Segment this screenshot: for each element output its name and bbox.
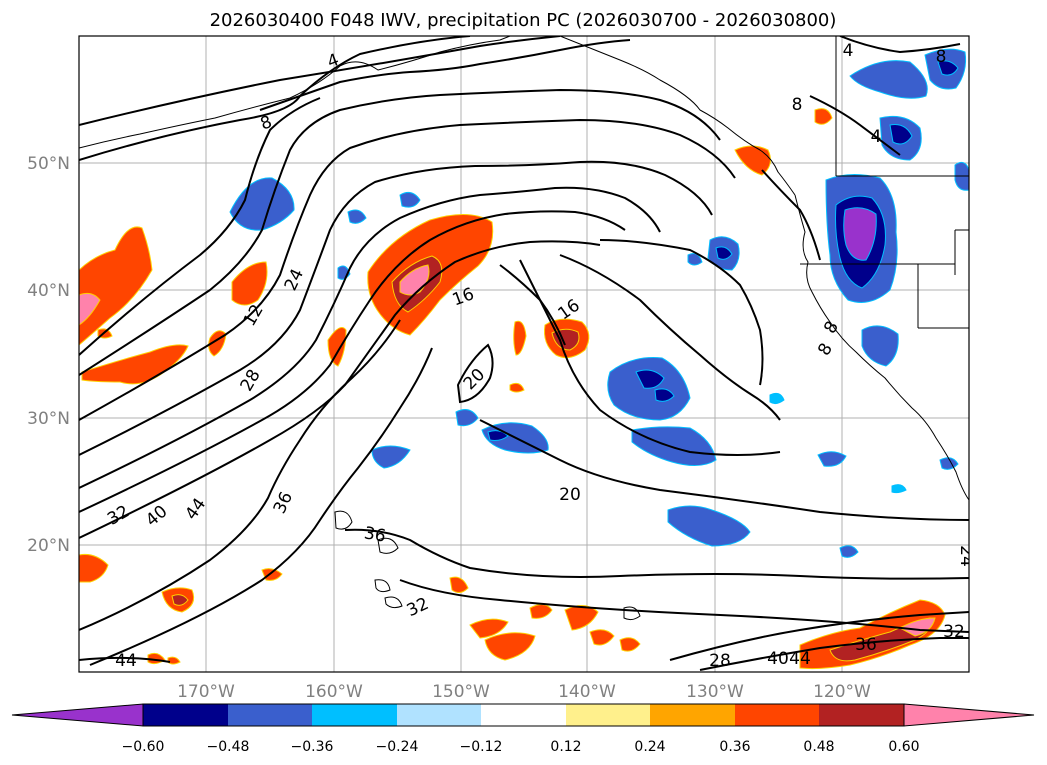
colorbar-tick-label: −0.12 [460,739,503,755]
precip-area-west-coast-band [79,226,153,346]
colorbar-tick-label: −0.48 [207,739,250,755]
iwv-contours [79,36,969,671]
contour-label: 44 [115,651,137,671]
lat-label: 50°N [27,154,70,174]
lat-label: 30°N [27,409,70,429]
colorbar-outline [142,703,905,727]
colorbar-segment [228,704,312,726]
contour-label: 8 [792,95,803,115]
colorbar-segment [819,704,904,726]
contour-label: 4 [843,41,854,61]
contour-label: 32 [943,622,965,642]
coastlines [79,36,969,621]
colorbar-tick-label: 0.12 [550,739,581,755]
colorbar-tick-label: 0.48 [803,739,834,755]
longitude-labels: 170°W 160°W 150°W 140°W 130°W 120°W [177,682,871,702]
colorbar-segment [143,704,228,726]
contour-label: 28 [709,651,731,671]
colorbar-segment [397,704,481,726]
contour-label: 4 [871,127,882,147]
colorbar-tick-label: −0.36 [291,739,334,755]
colorbar-tick-label: 0.60 [888,739,919,755]
lon-label: 130°W [686,682,744,702]
colorbar [11,703,1035,727]
colorbar-segment [735,704,819,726]
contour-label: 20 [559,485,581,505]
contour-label: 44 [789,649,811,669]
colorbar-tick-label: −0.24 [376,739,419,755]
contour-label: 8 [936,47,947,67]
lon-label: 170°W [177,682,235,702]
latitude-labels: 50°N 40°N 30°N 20°N [27,154,70,556]
colorbar-segment [312,704,397,726]
precip-positive-areas [79,108,946,670]
map-plot-area: 4 4 8 8 8 4 12 24 28 32 40 44 36 16 16 2… [79,36,976,672]
lon-label: 150°W [432,682,490,702]
colorbar-segment [650,704,735,726]
chart-title: 2026030400 F048 IWV, precipitation PC (2… [210,10,837,31]
lat-label: 40°N [27,281,70,301]
colorbar-tick-label: −0.60 [122,739,165,755]
colorbar-segment [566,704,650,726]
contour-label: 36 [362,523,387,546]
contour-label: 24 [956,545,976,567]
lat-label: 20°N [27,536,70,556]
colorbar-tick-label: 0.24 [634,739,665,755]
plot-border [78,35,970,673]
lon-label: 160°W [305,682,363,702]
colorbar-tick-labels: −0.60 −0.48 −0.36 −0.24 −0.12 0.12 0.24 … [122,739,920,755]
precip-negative-areas [229,48,969,558]
contour-label: 36 [855,635,877,655]
lon-label: 120°W [813,682,871,702]
colorbar-tick-label: 0.36 [719,739,750,755]
contour-label: 40 [767,649,789,669]
colorbar-extension-max [903,703,1035,727]
lon-label: 140°W [558,682,616,702]
colorbar-extension-min [11,703,144,727]
colorbar-segment [481,704,566,726]
